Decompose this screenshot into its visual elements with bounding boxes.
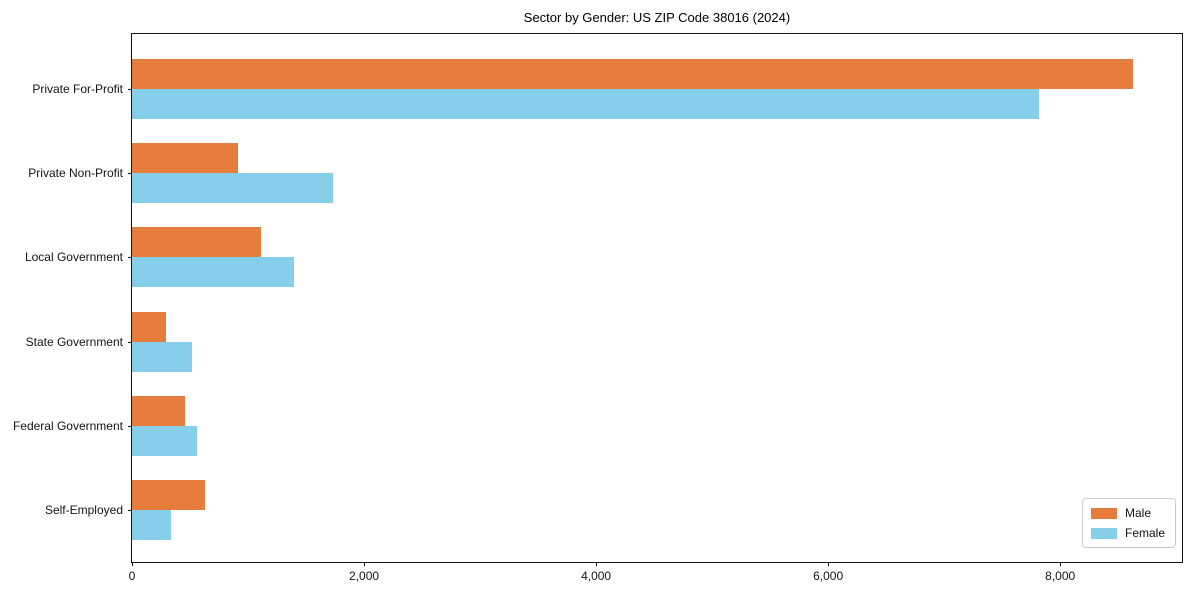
y-tick-label: Local Government xyxy=(24,250,123,265)
bar-female-0 xyxy=(132,89,1040,119)
legend-label: Male xyxy=(1124,506,1151,520)
plot-area: Private For-Profit Private Non-Profit Loca… xyxy=(13,33,1183,583)
bar-female-3 xyxy=(132,341,193,372)
y-tick-label: Private For-Profit xyxy=(32,82,123,96)
bar-male-1 xyxy=(132,143,238,174)
y-tick-label: Self-Employed xyxy=(44,503,123,517)
bar-female-2 xyxy=(132,257,295,288)
legend-swatch-male xyxy=(1090,507,1117,519)
bar-female-4 xyxy=(132,425,197,456)
bar-male-3 xyxy=(132,311,166,342)
legend-item-female: Female xyxy=(1090,526,1165,540)
legend-item-male: Male xyxy=(1090,506,1165,520)
x-tick-label: 0 xyxy=(128,569,136,583)
x-tick-mark xyxy=(364,562,366,566)
legend-swatch-female xyxy=(1090,527,1117,539)
bar-male-5 xyxy=(132,480,206,510)
y-tick-label: State Government xyxy=(25,334,123,349)
x-tick-label: 2,000 xyxy=(349,569,380,583)
y-tick-mark xyxy=(128,89,132,90)
y-tick-mark xyxy=(128,510,132,511)
legend: Male Female xyxy=(1081,498,1176,548)
y-tick-label: Federal Government xyxy=(12,418,123,433)
x-tick-label: 6,000 xyxy=(813,569,844,583)
y-tick-mark xyxy=(128,257,132,259)
bar-male-2 xyxy=(132,227,261,258)
y-tick-mark xyxy=(128,173,132,175)
x-tick-mark xyxy=(1060,562,1062,566)
bar-male-0 xyxy=(132,59,1134,89)
legend-label: Female xyxy=(1124,526,1165,540)
x-tick-mark xyxy=(596,562,598,566)
x-tick-mark xyxy=(132,562,133,566)
bar-female-1 xyxy=(132,173,333,204)
x-tick-label: 4,000 xyxy=(581,569,612,583)
x-tick-label: 8,000 xyxy=(1045,569,1076,583)
chart-title: Sector by Gender: US ZIP Code 38016 (202… xyxy=(523,10,791,25)
y-tick-mark xyxy=(128,425,132,427)
y-tick-mark xyxy=(128,341,132,343)
x-tick-mark xyxy=(828,562,830,566)
bar-female-5 xyxy=(132,510,172,540)
bar-male-4 xyxy=(132,395,186,426)
y-tick-label: Private Non-Profit xyxy=(28,166,123,181)
